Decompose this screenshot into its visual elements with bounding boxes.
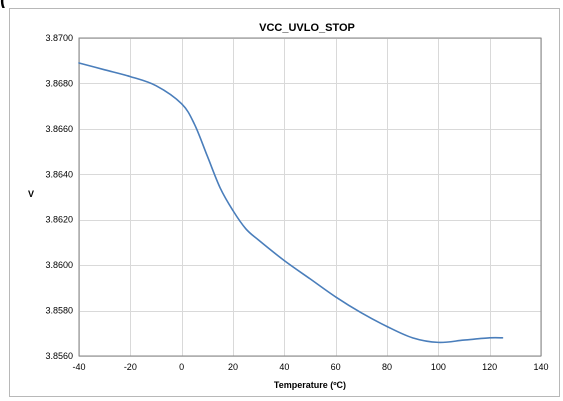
y-tick-label: 3.8700: [45, 33, 73, 43]
series-line-vcc-uvlo-stop: [78, 62, 504, 344]
x-axis-ticks: -40 -20 0 20 40 60 80 100 120 140: [72, 362, 548, 372]
y-tick-label: 3.8620: [45, 215, 73, 225]
chart-title: VCC_UVLO_STOP: [259, 22, 355, 34]
x-tick-label: 140: [533, 362, 548, 372]
y-tick-label: 3.8560: [45, 351, 73, 361]
gridlines: [79, 38, 542, 357]
x-tick-label: 0: [179, 362, 184, 372]
x-axis-title: Temperature (ºC): [274, 380, 346, 390]
x-tick-label: 80: [382, 362, 392, 372]
x-tick-label: 120: [482, 362, 497, 372]
plot-area-border: [78, 37, 542, 357]
y-tick-label: 3.8640: [45, 169, 73, 179]
x-tick-label: 60: [331, 362, 341, 372]
cropped-heading-fragment: (: [0, 0, 563, 8]
x-tick-label: 100: [431, 362, 446, 372]
y-tick-label: 3.8680: [45, 78, 73, 88]
y-tick-label: 3.8660: [45, 124, 73, 134]
x-tick-label: -40: [72, 362, 85, 372]
y-axis-title: V: [28, 189, 34, 199]
x-tick-label: 40: [279, 362, 289, 372]
cropped-heading-text: (: [0, 0, 6, 8]
y-tick-label: 3.8580: [45, 306, 73, 316]
y-axis-ticks: 3.8560 3.8580 3.8600 3.8620 3.8640 3.8660 3.86…: [45, 33, 73, 361]
x-tick-label: -20: [124, 362, 137, 372]
y-tick-label: 3.8600: [45, 260, 73, 270]
x-tick-label: 20: [228, 362, 238, 372]
